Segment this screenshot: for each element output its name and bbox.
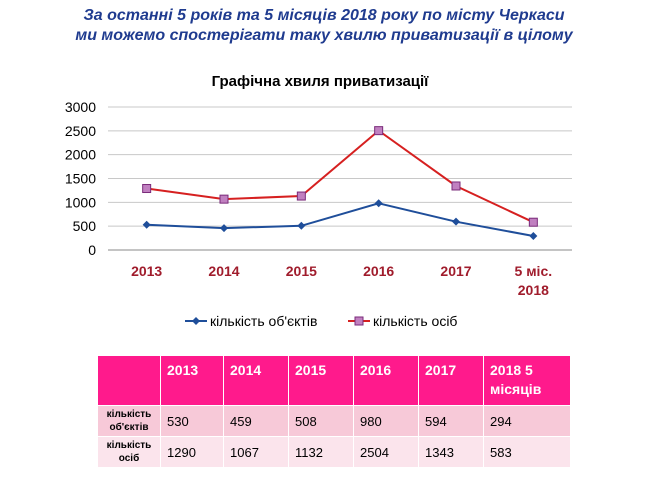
data-point — [220, 224, 228, 233]
table-header-cell: 2013 — [160, 355, 224, 406]
table-cell: 1290 — [160, 436, 224, 468]
legend-marker — [192, 317, 200, 325]
y-tick-label: 0 — [88, 242, 96, 258]
data-point — [374, 126, 384, 136]
y-tick-label: 2000 — [65, 147, 96, 163]
table-cell: 2504 — [353, 436, 419, 468]
table-cell: 980 — [353, 405, 419, 437]
headline: За останні 5 років та 5 місяців 2018 рок… — [0, 6, 648, 46]
y-tick-label: 2500 — [65, 123, 96, 139]
x-tick-label: 2017 — [440, 263, 471, 279]
headline-line-2: ми можемо спостерігати таку хвилю приват… — [75, 27, 573, 44]
table-row-label: кількість об'єктів — [97, 405, 161, 437]
data-point — [142, 184, 152, 194]
table-row: кількість осіб 1290 1067 1132 2504 1343 … — [97, 436, 571, 468]
data-point — [452, 217, 460, 226]
data-point — [219, 194, 229, 204]
table-cell: 1343 — [418, 436, 484, 468]
data-point — [297, 221, 306, 230]
table-cell: 459 — [223, 405, 289, 437]
data-point — [451, 181, 461, 191]
data-point — [296, 191, 306, 201]
y-tick-label: 500 — [73, 218, 97, 234]
data-table: 2013 2014 2015 2016 2017 2018 5 місяців … — [97, 355, 571, 468]
data-point — [529, 231, 538, 240]
data-point — [374, 199, 383, 208]
legend-marker — [354, 316, 364, 326]
data-point — [528, 217, 538, 227]
chart-title: Графічна хвиля приватизації — [212, 73, 430, 90]
data-point — [142, 220, 151, 229]
legend-label: кількість осіб — [373, 313, 457, 329]
table-cell: 530 — [160, 405, 224, 437]
table-header-cell: 2015 — [288, 355, 354, 406]
y-tick-label: 1500 — [65, 171, 96, 187]
table-cell: 583 — [483, 436, 571, 468]
table-header-cell: 2016 — [353, 355, 419, 406]
table-cell: 508 — [288, 405, 354, 437]
table-header-cell: 2018 5 місяців — [483, 355, 571, 406]
y-tick-label: 1000 — [65, 194, 96, 210]
table-header-cell — [97, 355, 161, 406]
table-header-row: 2013 2014 2015 2016 2017 2018 5 місяців — [97, 355, 571, 406]
x-tick-label: 2013 — [131, 263, 162, 279]
x-tick-label: 2014 — [208, 263, 239, 279]
x-tick-label: 2015 — [286, 263, 317, 279]
series-line-2 — [146, 129, 534, 224]
headline-line-1: За останні 5 років та 5 місяців 2018 рок… — [83, 7, 565, 24]
table-row-label: кількість осіб — [97, 436, 161, 468]
table-row: кількість об'єктів 530 459 508 980 594 2… — [97, 405, 571, 437]
x-tick-label: 5 міс. 2018 — [515, 263, 553, 298]
table-header-cell: 2014 — [223, 355, 289, 406]
line-chart: Графічна хвиля приватизації 0 500 1000 1500 2… — [65, 73, 572, 329]
table-cell: 594 — [418, 405, 484, 437]
table-cell: 294 — [483, 405, 571, 437]
table-header-cell: 2017 — [418, 355, 484, 406]
table-cell: 1067 — [223, 436, 289, 468]
series-line-1 — [146, 202, 534, 237]
y-tick-label: 3000 — [65, 99, 96, 115]
table-cell: 1132 — [288, 436, 354, 468]
x-tick-label: 2016 — [363, 263, 394, 279]
legend-label: кількість об'єктів — [210, 313, 317, 329]
